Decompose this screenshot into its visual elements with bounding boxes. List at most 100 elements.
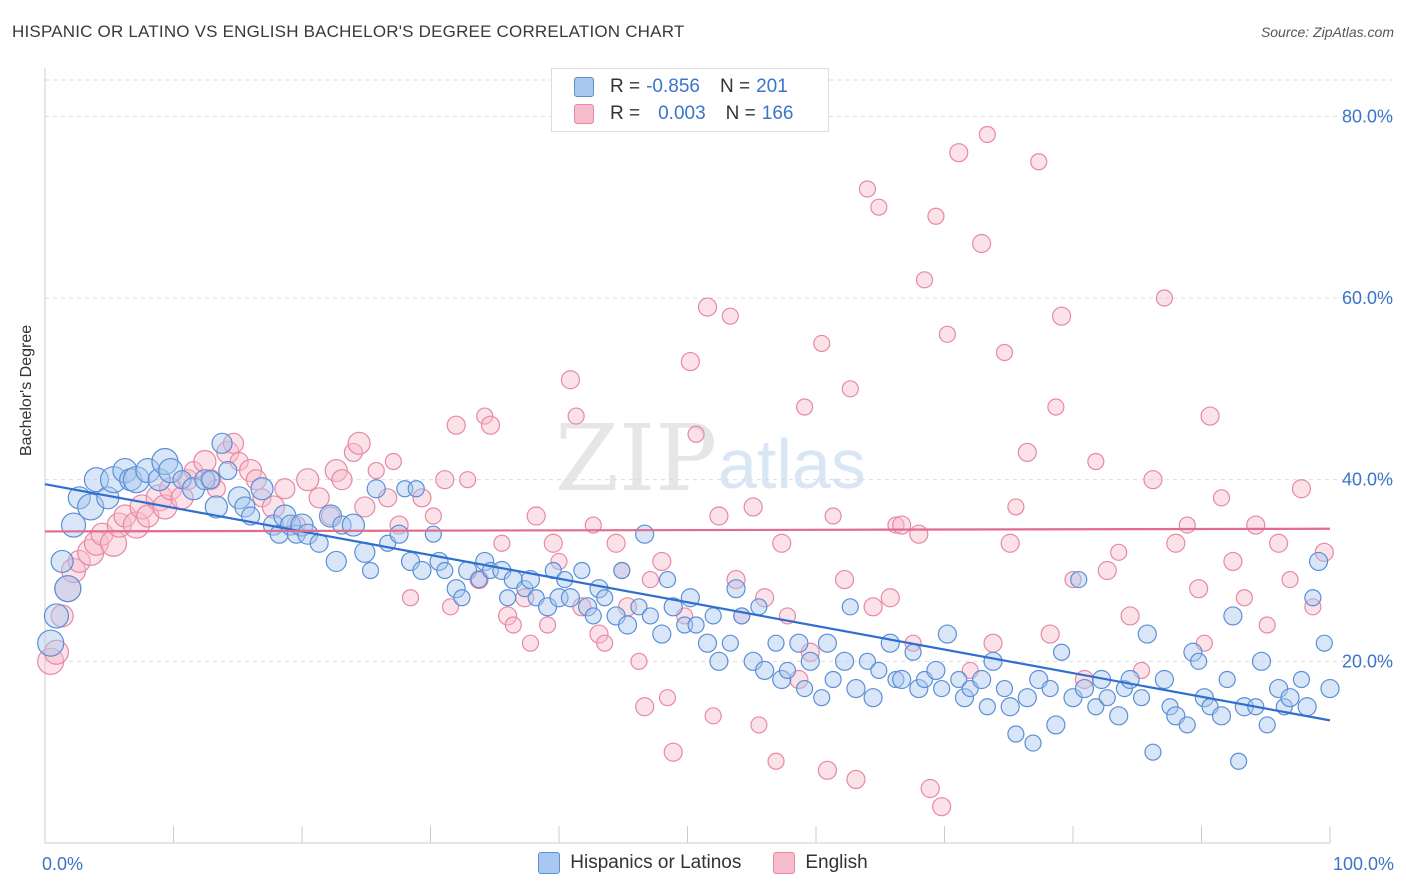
hispanic-point <box>1047 716 1065 734</box>
swatch-hispanic <box>538 852 560 874</box>
trend-line-hispanic <box>45 484 1330 720</box>
english-point <box>631 653 647 669</box>
trend-lines <box>45 484 1330 720</box>
english-point <box>436 471 454 489</box>
hispanic-point <box>938 625 956 643</box>
english-point <box>403 590 419 606</box>
hispanic-point <box>342 514 364 536</box>
hispanic-point <box>1018 689 1036 707</box>
hispanic-point <box>1138 625 1156 643</box>
watermark: ZIP atlas <box>555 405 866 512</box>
english-point <box>814 335 830 351</box>
english-point <box>1001 534 1019 552</box>
hispanic-point <box>574 563 590 579</box>
english-point <box>275 479 295 499</box>
y-tick-label: 40.0% <box>1342 470 1393 490</box>
hispanic-point <box>1298 698 1316 716</box>
english-point <box>481 416 499 434</box>
hispanic-point <box>500 590 516 606</box>
hispanic-point <box>454 590 470 606</box>
legend-item-hispanic[interactable]: Hispanics or Latinos <box>538 852 741 874</box>
hispanic-point <box>1042 681 1058 697</box>
english-point <box>1282 572 1298 588</box>
hispanic-point <box>1310 552 1328 570</box>
swatch-english <box>773 852 795 874</box>
hispanic-point <box>984 652 1002 670</box>
hispanic-point <box>847 680 865 698</box>
watermark-atlas: atlas <box>718 425 866 503</box>
hispanic-point <box>251 478 273 500</box>
r-label: R = <box>610 76 640 98</box>
hispanic-point <box>705 608 721 624</box>
english-point <box>522 635 538 651</box>
r-value: 0.003 <box>658 103 706 125</box>
english-point <box>921 780 939 798</box>
hispanic-point <box>825 672 841 688</box>
hispanic-point <box>1305 590 1321 606</box>
english-point <box>836 571 854 589</box>
english-point <box>864 598 882 616</box>
hispanic-point <box>842 599 858 615</box>
hispanic-point <box>756 661 774 679</box>
hispanic-point <box>55 576 81 602</box>
legend-label-english: English <box>805 852 867 874</box>
hispanic-point <box>801 652 819 670</box>
hispanic-point <box>751 599 767 615</box>
english-point <box>1144 471 1162 489</box>
english-point <box>744 498 762 516</box>
legend-item-english[interactable]: English <box>773 852 867 874</box>
english-point <box>1167 534 1185 552</box>
english-point <box>385 454 401 470</box>
english-point <box>928 208 944 224</box>
english-point <box>642 572 658 588</box>
english-point <box>681 353 699 371</box>
hispanic-point <box>1259 717 1275 733</box>
english-point <box>842 381 858 397</box>
english-point <box>710 507 728 525</box>
english-point <box>527 507 545 525</box>
english-point <box>1247 516 1265 534</box>
english-point <box>1041 625 1059 643</box>
n-label: N = <box>726 103 756 125</box>
hispanic-point <box>1071 572 1087 588</box>
hispanic-point <box>727 580 745 598</box>
y-tick-label: 80.0% <box>1342 106 1393 126</box>
english-point <box>910 525 928 543</box>
hispanic-point <box>561 589 579 607</box>
hispanic-point <box>390 525 408 543</box>
english-point <box>893 516 911 534</box>
english-point <box>1236 590 1252 606</box>
hispanic-point <box>585 608 601 624</box>
hispanic-point <box>934 681 950 697</box>
hispanic-point <box>973 671 991 689</box>
hispanic-point <box>722 635 738 651</box>
hispanic-point <box>310 534 328 552</box>
hispanic-point <box>1155 671 1173 689</box>
hispanic-point <box>408 481 424 497</box>
english-point <box>996 345 1012 361</box>
hispanic-point <box>660 572 676 588</box>
english-point <box>1224 552 1242 570</box>
hispanic-point <box>1145 744 1161 760</box>
hispanic-point <box>1219 672 1235 688</box>
english-point <box>597 635 613 651</box>
english-point <box>939 326 955 342</box>
series-legend: Hispanics or Latinos English <box>0 852 1406 874</box>
english-point <box>871 199 887 215</box>
y-axis-label: Bachelor's Degree <box>18 325 36 456</box>
swatch-english <box>574 104 594 124</box>
y-tick-label: 20.0% <box>1342 651 1393 671</box>
english-point <box>1259 617 1275 633</box>
english-point <box>917 272 933 288</box>
hispanic-point <box>1212 707 1230 725</box>
english-point <box>705 708 721 724</box>
english-point <box>818 761 836 779</box>
hispanic-point <box>927 661 945 679</box>
english-point <box>332 470 352 490</box>
n-label: N = <box>720 76 750 98</box>
english-point <box>368 463 384 479</box>
english-point <box>561 371 579 389</box>
legend-row-hispanic: R = -0.856 N = 201 <box>574 75 788 99</box>
hispanic-point <box>905 644 921 660</box>
hispanic-point <box>437 563 453 579</box>
